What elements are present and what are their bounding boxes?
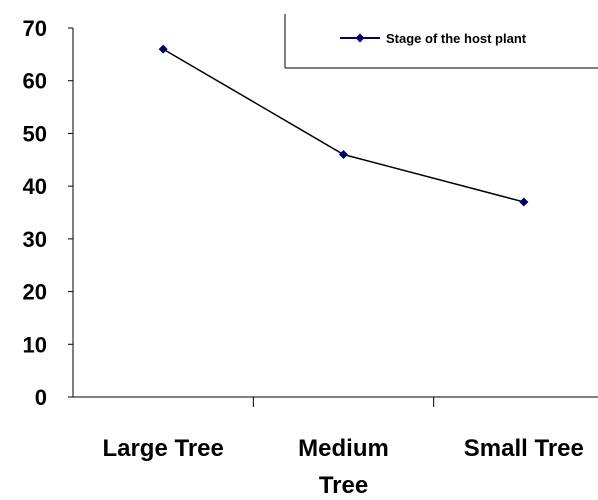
legend-series-label: Stage of the host plant	[386, 31, 527, 46]
series-layer	[158, 44, 529, 207]
data-point-marker	[158, 44, 168, 54]
y-tick-label: 0	[35, 385, 47, 410]
y-tick-label: 10	[23, 332, 47, 357]
legend-swatch-marker	[355, 33, 365, 43]
y-axis: 0 10 20 30 40 50 60 70	[23, 16, 74, 410]
x-tick-label: Large Tree	[102, 435, 223, 462]
y-tick-label: 20	[23, 280, 47, 305]
series-line	[162, 48, 525, 203]
y-tick-label: 50	[23, 121, 47, 146]
data-point-marker	[519, 197, 529, 207]
y-tick-label: 30	[23, 227, 47, 252]
y-tick-label: 70	[23, 16, 47, 41]
x-axis: Large Tree Medium Tree Small Tree	[73, 396, 598, 499]
data-point-marker	[339, 150, 348, 160]
legend: Stage of the host plant	[284, 14, 598, 69]
y-tick-label: 60	[23, 69, 47, 94]
y-tick-label: 40	[23, 174, 47, 199]
x-tick-label: Medium Tree	[298, 435, 389, 499]
x-tick-label: Small Tree	[464, 435, 584, 462]
